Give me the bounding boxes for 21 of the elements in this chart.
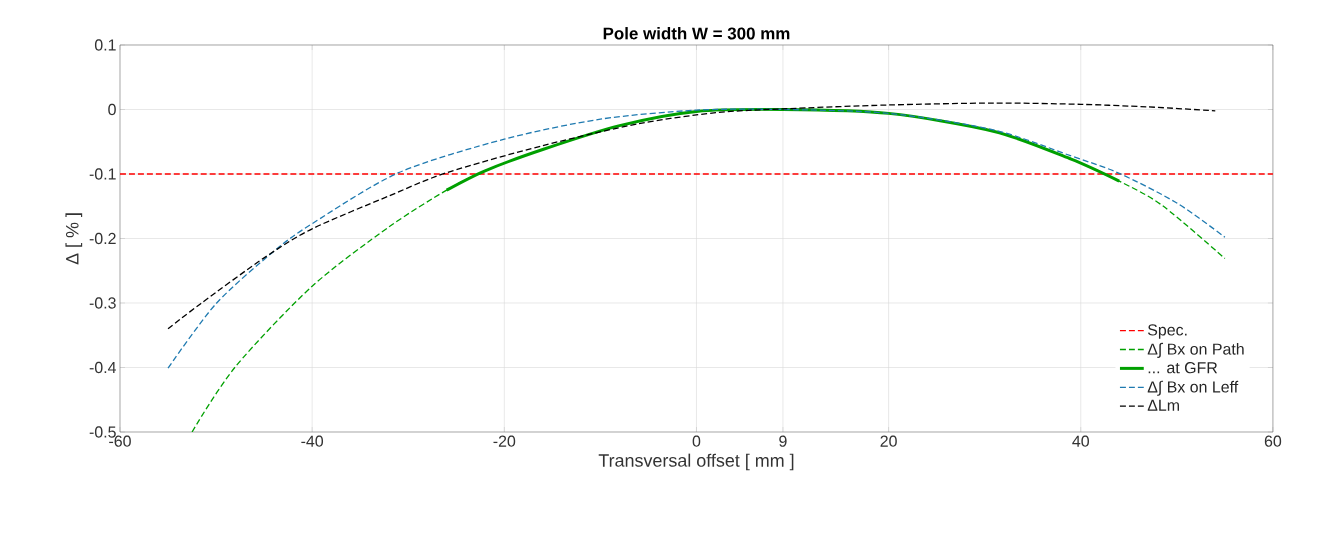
x-tick-label: 40 (1072, 435, 1089, 447)
legend-label: Spec. (1147, 324, 1187, 339)
y-tick-label: -0.1 (89, 168, 116, 180)
x-tick-label: 0 (692, 435, 701, 447)
y-tick-label: -0.2 (89, 232, 116, 245)
legend-label: ΔLm (1147, 399, 1179, 411)
x-tick-label: 60 (1264, 435, 1282, 447)
x-axis-title: Transversal offset [ mm ] (598, 453, 794, 471)
y-tick-label: 0 (108, 103, 116, 116)
legend-label: Δ∫ Bx on Leff (1147, 380, 1239, 396)
y-tick-label: 0.1 (94, 39, 116, 51)
y-axis-title: Δ [ % ] (65, 213, 83, 265)
chart-title: Pole width W = 300 mm (603, 27, 790, 40)
y-tick-label: -0.4 (89, 361, 117, 374)
x-tick-label: 9 (779, 435, 787, 447)
x-tick-label: -20 (493, 435, 516, 447)
y-tick-label: -0.3 (89, 297, 116, 309)
x-tick-label: 20 (880, 435, 897, 447)
legend-label: ... at GFR (1148, 362, 1218, 374)
legend-label: Δ∫ Bx on Path (1147, 342, 1244, 358)
x-tick-label: -40 (301, 435, 324, 447)
